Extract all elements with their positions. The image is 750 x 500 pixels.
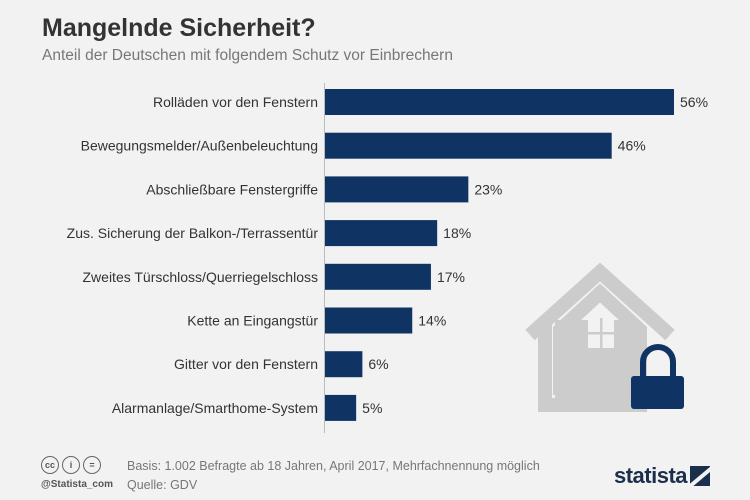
category-label: Zus. Sicherung der Balkon-/Terrassentür xyxy=(67,225,319,241)
page-subtitle: Anteil der Deutschen mit folgendem Schut… xyxy=(42,47,453,64)
value-label: 18% xyxy=(443,225,471,241)
social-handle[interactable]: @Statista_com xyxy=(41,479,113,490)
value-label: 17% xyxy=(437,269,465,285)
cc-icon: cc xyxy=(41,456,59,474)
category-label: Alarmanlage/Smarthome-System xyxy=(112,400,318,416)
padlock-icon xyxy=(631,344,684,409)
category-label: Rolläden vor den Fenstern xyxy=(153,94,318,110)
by-icon: i xyxy=(62,456,80,474)
statista-logo[interactable]: statista xyxy=(614,463,711,489)
bar xyxy=(325,351,363,378)
value-label: 6% xyxy=(368,356,388,372)
source-credit: Quelle: GDV xyxy=(127,478,198,492)
value-label: 56% xyxy=(680,94,708,110)
page-title: Mangelnde Sicherheit? xyxy=(42,14,316,42)
value-label: 23% xyxy=(474,181,502,197)
bar xyxy=(325,220,438,247)
bar xyxy=(325,89,674,115)
value-label: 46% xyxy=(618,138,646,154)
bar xyxy=(325,307,413,334)
category-label: Zweites Türschloss/Querriegelschloss xyxy=(83,269,319,285)
license-icons: cc i = xyxy=(41,456,101,474)
bar xyxy=(325,132,612,159)
window-icon xyxy=(588,318,614,348)
value-label: 5% xyxy=(362,400,382,416)
basis-note: Basis: 1.002 Befragte ab 18 Jahren, Apri… xyxy=(127,459,540,473)
category-label: Abschließbare Fenstergriffe xyxy=(146,181,318,197)
brand-name: statista xyxy=(614,463,688,488)
category-label: Bewegungsmelder/Außenbeleuchtung xyxy=(81,138,318,154)
category-label: Kette an Eingangstür xyxy=(187,313,318,329)
category-label: Gitter vor den Fenstern xyxy=(174,356,318,372)
bar xyxy=(325,263,431,290)
bar xyxy=(325,394,357,421)
bar xyxy=(325,176,469,203)
house-with-padlock-icon xyxy=(525,262,684,412)
statista-mark-icon xyxy=(690,466,711,486)
value-label: 14% xyxy=(418,313,446,329)
bar-chart: Rolläden vor den Fenstern 56% Bewegungsmel… xyxy=(67,83,708,433)
source-note: Basis: 1.002 Befragte ab 18 Jahren, Apri… xyxy=(127,457,540,495)
nd-icon: = xyxy=(83,456,101,474)
